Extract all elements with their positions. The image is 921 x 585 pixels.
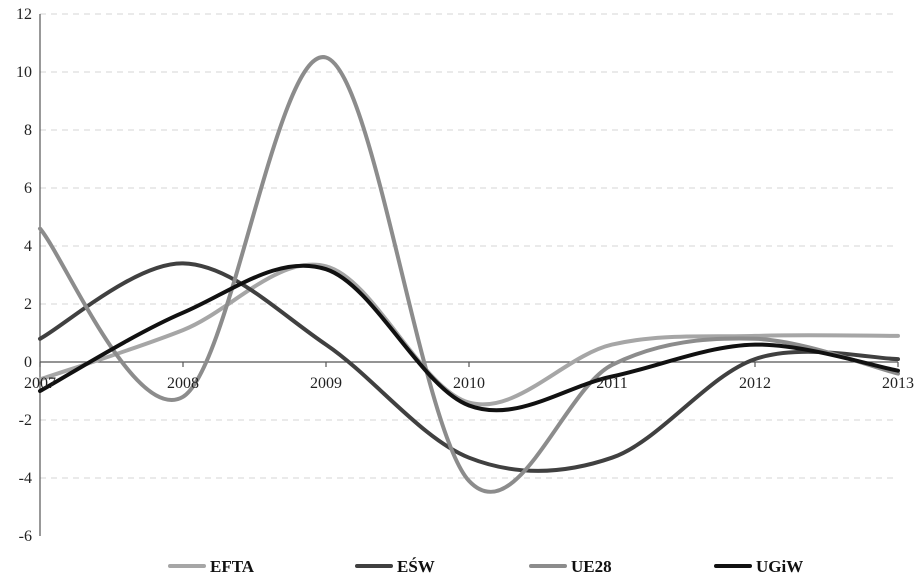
grid-layer [40, 13, 898, 479]
x-tick-label: 2013 [882, 375, 914, 392]
legend: EFTA EŚW UE28 UGiW [168, 557, 803, 576]
y-tick-label: 2 [24, 296, 32, 313]
y-tick-label: 6 [24, 180, 32, 197]
y-tick-label: 4 [24, 238, 32, 255]
x-tick-label: 2012 [739, 375, 771, 392]
y-tick-label: 0 [24, 354, 32, 371]
axis-layer [39, 14, 899, 536]
series-layer [38, 55, 900, 494]
x-tick-label: 2008 [167, 375, 199, 392]
x-tick-label: 2010 [453, 375, 485, 392]
y-tick-label: -2 [19, 412, 32, 429]
y-tick-label: 12 [16, 6, 32, 23]
y-tick-label: -6 [19, 528, 32, 545]
label-layer: -6 -4 -2 0 2 4 6 8 10 12 2007 2008 2009 2010 2011 2012 2… [16, 6, 914, 545]
x-tick-label: 2009 [310, 375, 342, 392]
y-tick-label: -4 [19, 470, 32, 487]
legend-label: UE28 [571, 557, 612, 576]
x-tick-label: 2007 [24, 375, 56, 392]
legend-label: EŚW [397, 557, 435, 576]
y-tick-label: 8 [24, 122, 32, 139]
series-line-efta [38, 262, 900, 407]
y-tick-label: 10 [16, 64, 32, 81]
series-line-eśw [38, 261, 900, 473]
series-line-ue28 [38, 55, 900, 494]
x-tick-label: 2011 [596, 375, 627, 392]
series-line-ugiw [38, 263, 900, 413]
legend-label: EFTA [210, 557, 255, 576]
legend-label: UGiW [756, 557, 803, 576]
